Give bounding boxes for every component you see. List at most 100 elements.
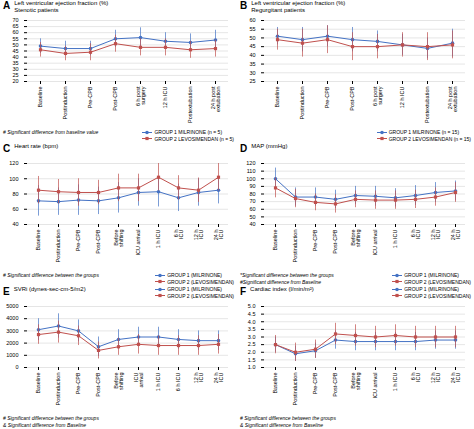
- svg-text:Post-CPB: Post-CPB: [332, 229, 338, 253]
- svg-text:Post-CPB: Post-CPB: [95, 372, 101, 396]
- svg-text:Postextubation: Postextubation: [187, 87, 193, 123]
- svg-text:Post-CPB: Post-CPB: [95, 229, 101, 253]
- svg-text:6 hICU: 6 hICU: [173, 229, 185, 239]
- svg-text:Beforeshifting: Beforeshifting: [350, 230, 362, 247]
- svg-text:40: 40: [12, 54, 18, 60]
- svg-text:110: 110: [247, 168, 256, 174]
- svg-text:80: 80: [249, 191, 255, 197]
- svg-text:Pre-CPB: Pre-CPB: [312, 372, 318, 394]
- svg-text:40: 40: [12, 221, 18, 227]
- svg-text:4.0: 4.0: [248, 319, 256, 325]
- svg-text:2000: 2000: [6, 340, 18, 346]
- svg-text:50: 50: [249, 214, 255, 220]
- svg-text:ICU arrival: ICU arrival: [135, 230, 141, 256]
- svg-text:Postinduction: Postinduction: [292, 230, 298, 263]
- svg-text:1000: 1000: [6, 352, 18, 358]
- svg-text:Pre-CPB: Pre-CPB: [87, 86, 93, 108]
- svg-text:Post-CPB: Post-CPB: [112, 86, 118, 110]
- svg-text:Beforeshifting: Beforeshifting: [113, 373, 125, 390]
- svg-text:100: 100: [9, 176, 18, 182]
- svg-text:Baseline: Baseline: [272, 373, 278, 394]
- svg-text:6 h postsurgery: 6 h postsurgery: [135, 86, 147, 106]
- svg-text:40: 40: [249, 52, 255, 58]
- svg-text:1 h ICU: 1 h ICU: [392, 372, 398, 391]
- svg-text:60: 60: [12, 29, 18, 35]
- svg-text:1.0: 1.0: [248, 364, 256, 370]
- svg-text:25: 25: [12, 72, 18, 78]
- svg-text:1 h ICU: 1 h ICU: [155, 229, 161, 248]
- svg-text:40: 40: [249, 221, 255, 227]
- svg-text:1 h ICU: 1 h ICU: [155, 372, 161, 391]
- svg-text:50: 50: [249, 35, 255, 41]
- svg-text:30: 30: [12, 66, 18, 72]
- svg-text:70: 70: [12, 17, 18, 23]
- svg-text:24 h postextubation: 24 h postextubation: [210, 86, 222, 112]
- svg-text:12 hICU: 12 hICU: [430, 372, 442, 383]
- svg-text:ICU arrival: ICU arrival: [372, 373, 378, 399]
- svg-text:6 hICU: 6 hICU: [410, 372, 422, 382]
- svg-text:24 hICU: 24 hICU: [450, 229, 462, 240]
- svg-text:24 hICU: 24 hICU: [213, 229, 225, 240]
- svg-text:3.0: 3.0: [248, 334, 256, 340]
- svg-text:35: 35: [12, 60, 18, 66]
- svg-text:120: 120: [9, 160, 18, 166]
- svg-text:Pre-CPB: Pre-CPB: [312, 229, 318, 251]
- svg-text:55: 55: [249, 26, 255, 32]
- svg-text:Postinduction: Postinduction: [292, 373, 298, 406]
- svg-text:0: 0: [15, 364, 18, 370]
- svg-text:Pre-CPB: Pre-CPB: [75, 372, 81, 394]
- svg-text:24 h postextubation: 24 h postextubation: [447, 86, 459, 112]
- svg-text:35: 35: [249, 61, 255, 67]
- svg-text:25: 25: [249, 78, 255, 84]
- svg-text:12 hICU: 12 hICU: [430, 229, 442, 240]
- svg-text:2.0: 2.0: [248, 349, 256, 355]
- svg-text:Baseline: Baseline: [35, 230, 41, 251]
- svg-text:60: 60: [249, 17, 255, 23]
- svg-text:4.5: 4.5: [248, 311, 256, 317]
- svg-text:100: 100: [246, 176, 255, 182]
- svg-text:80: 80: [12, 191, 18, 197]
- svg-text:12 h ICU: 12 h ICU: [162, 86, 168, 108]
- svg-text:6 h postsurgery: 6 h postsurgery: [372, 86, 384, 106]
- svg-text:Postinduction: Postinduction: [62, 87, 68, 120]
- svg-text:Pre-CPB: Pre-CPB: [75, 229, 81, 251]
- svg-text:ICU arrival: ICU arrival: [372, 230, 378, 256]
- svg-text:4000: 4000: [6, 315, 18, 321]
- svg-text:24 hICU: 24 hICU: [450, 372, 462, 383]
- svg-text:12 h ICU: 12 h ICU: [399, 86, 405, 108]
- svg-text:Post-CPB: Post-CPB: [332, 372, 338, 396]
- svg-text:12 hICU: 12 hICU: [193, 229, 205, 240]
- svg-text:3000: 3000: [6, 328, 18, 334]
- svg-text:3.5: 3.5: [248, 326, 256, 332]
- svg-text:Baseline: Baseline: [274, 87, 280, 108]
- svg-text:Baseline: Baseline: [35, 373, 41, 394]
- svg-text:Postinduction: Postinduction: [55, 373, 61, 406]
- svg-text:Post-CPB: Post-CPB: [349, 86, 355, 110]
- svg-text:Pre-CPB: Pre-CPB: [324, 86, 330, 108]
- svg-text:Beforeshifting: Beforeshifting: [350, 373, 362, 390]
- svg-text:Postinduction: Postinduction: [55, 230, 61, 263]
- svg-text:30: 30: [249, 70, 255, 76]
- svg-text:70: 70: [249, 198, 255, 204]
- svg-text:ICUarrival: ICUarrival: [133, 372, 145, 387]
- svg-text:55: 55: [12, 36, 18, 42]
- svg-text:2.5: 2.5: [248, 341, 256, 347]
- svg-text:45: 45: [249, 43, 255, 49]
- svg-text:65: 65: [12, 23, 18, 29]
- svg-text:Postinduction: Postinduction: [299, 87, 305, 120]
- svg-text:50: 50: [12, 42, 18, 48]
- svg-text:90: 90: [249, 183, 255, 189]
- svg-text:Beforeshifting: Beforeshifting: [113, 230, 125, 247]
- svg-text:20: 20: [12, 78, 18, 84]
- svg-text:60: 60: [249, 206, 255, 212]
- svg-text:1 h ICU: 1 h ICU: [392, 229, 398, 248]
- svg-text:45: 45: [12, 48, 18, 54]
- svg-text:1.5: 1.5: [248, 357, 256, 363]
- svg-text:24 hICU: 24 hICU: [213, 372, 225, 383]
- svg-text:60: 60: [12, 206, 18, 212]
- svg-text:Postextubation: Postextubation: [424, 87, 430, 123]
- svg-text:Baseline: Baseline: [272, 230, 278, 251]
- svg-text:Baseline: Baseline: [37, 87, 43, 108]
- svg-text:12 hICU: 12 hICU: [193, 372, 205, 383]
- svg-text:5000: 5000: [6, 303, 18, 309]
